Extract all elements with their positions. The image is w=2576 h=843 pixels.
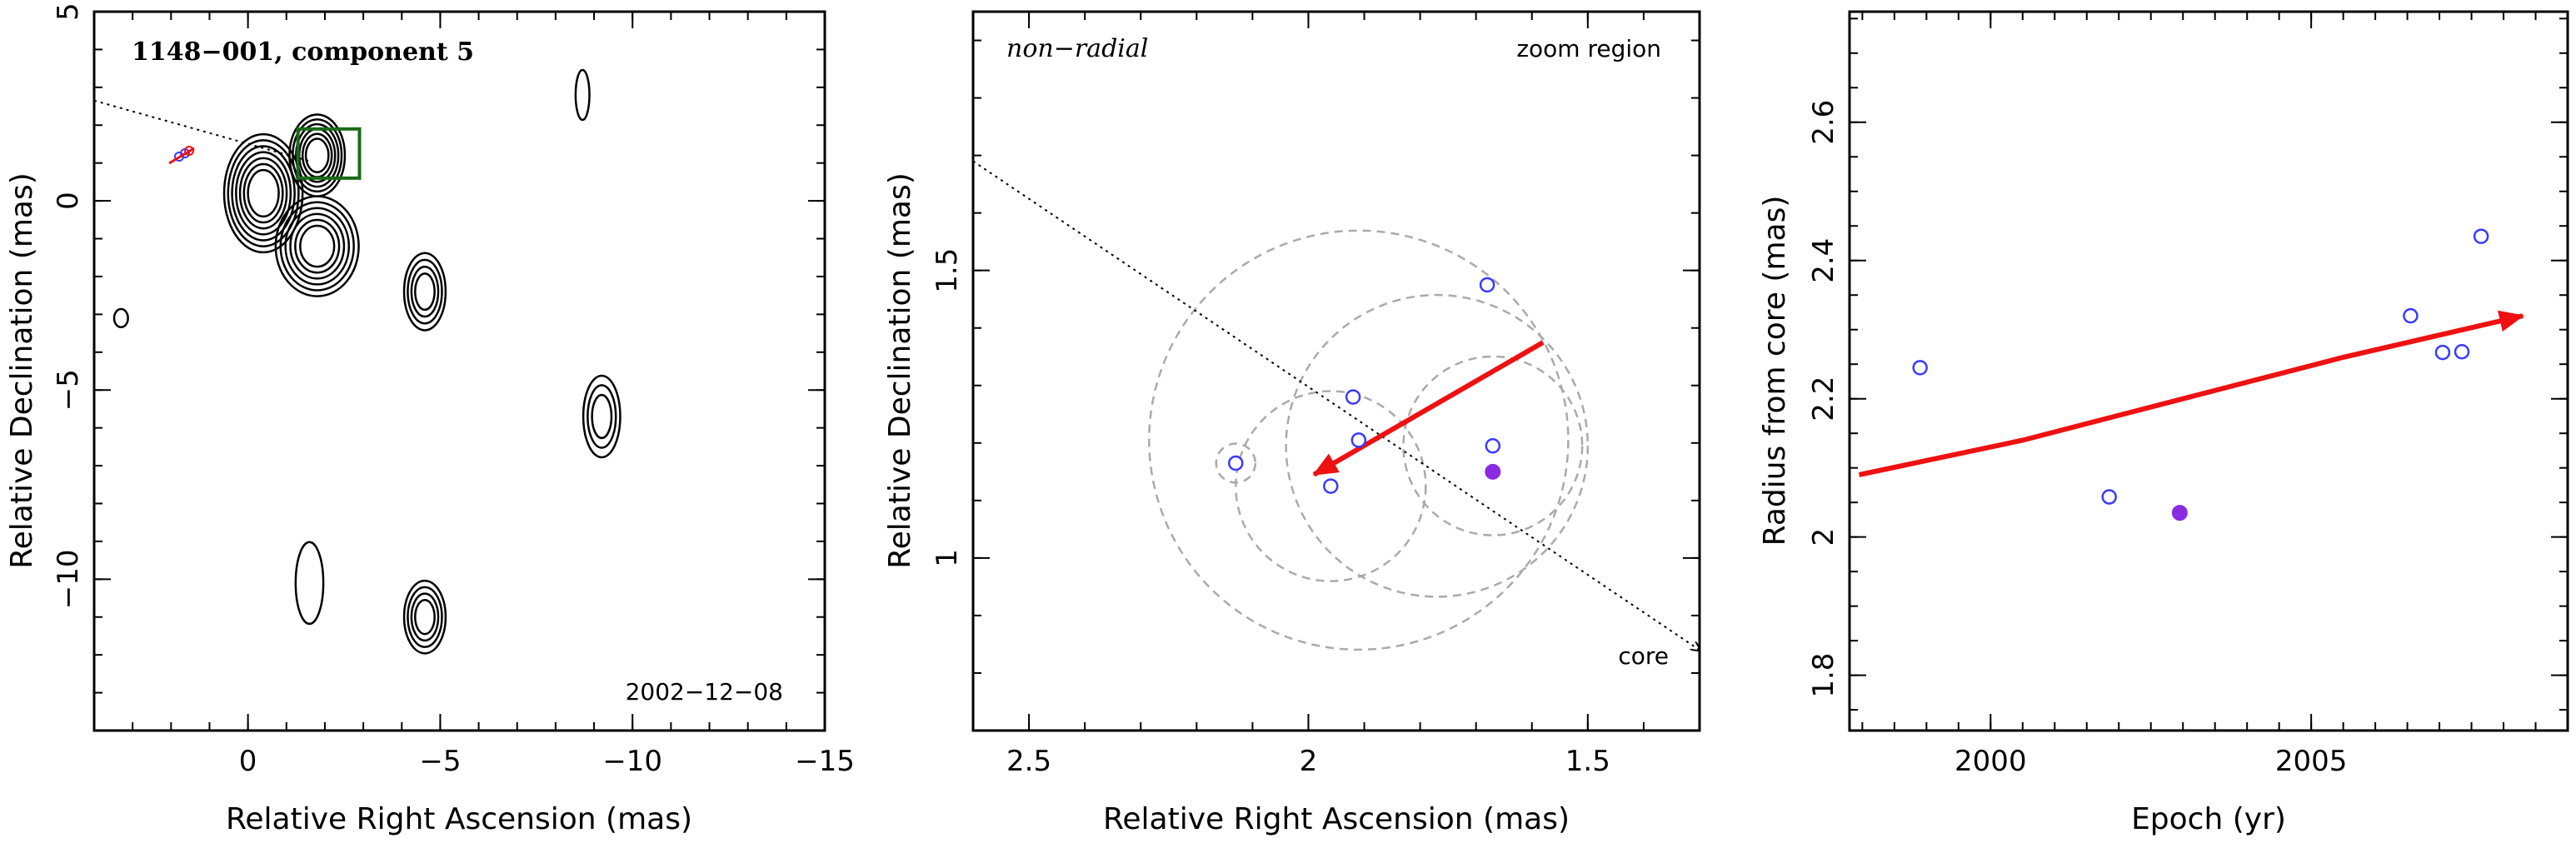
axes: 2.5 2 1.5 1 1.5 bbox=[931, 12, 1700, 778]
panel-title: non−radial bbox=[1006, 34, 1148, 63]
open-point bbox=[2473, 228, 2489, 244]
axes: 0 −5 −10 −15 5 0 −5 −10 bbox=[52, 2, 855, 778]
y-tick-label: 1.8 bbox=[1807, 653, 1840, 698]
panel-radius-vs-epoch: 2000 2005 1.8 2 2.2 2.4 2.6 Epoch (yr) Radius … bbox=[1758, 10, 2569, 836]
contour-level bbox=[279, 201, 355, 292]
x-tick-label: −5 bbox=[419, 745, 461, 778]
contour-level bbox=[304, 137, 330, 173]
plot-frame bbox=[971, 10, 1701, 732]
plot-frame bbox=[1848, 10, 2569, 732]
x-tick-label: 0 bbox=[239, 745, 257, 778]
y-tick-label: −5 bbox=[52, 369, 85, 411]
error-circle bbox=[1235, 390, 1427, 582]
zoom-box bbox=[296, 127, 362, 180]
motion-arrow bbox=[1858, 310, 2525, 477]
x-tick-label: −15 bbox=[795, 745, 855, 778]
contour-level bbox=[402, 579, 447, 655]
contour-level bbox=[222, 132, 304, 254]
open-point bbox=[1228, 455, 1244, 471]
y-tick-label: 1.5 bbox=[931, 248, 964, 293]
contour-level bbox=[407, 258, 443, 325]
contour-level bbox=[294, 541, 325, 626]
contour-level bbox=[301, 132, 333, 178]
open-point bbox=[1912, 360, 1928, 376]
plot-frame bbox=[92, 10, 826, 732]
y-tick-label: 2.6 bbox=[1807, 100, 1840, 145]
open-point bbox=[2454, 344, 2470, 360]
y-tick-label: 5 bbox=[52, 2, 85, 21]
data-points bbox=[1228, 277, 1501, 494]
open-point bbox=[2434, 344, 2451, 361]
contour-level bbox=[235, 151, 292, 236]
contour-level bbox=[587, 384, 617, 449]
x-tick-label: 2005 bbox=[2275, 745, 2348, 778]
contour-level bbox=[299, 224, 336, 268]
y-tick-label: 2 bbox=[1807, 528, 1840, 546]
contour-level bbox=[414, 599, 436, 636]
panel-title: 1148−001, component 5 bbox=[132, 37, 474, 67]
core-label: core bbox=[1618, 642, 1669, 670]
contour-level bbox=[242, 162, 284, 224]
contour-level bbox=[410, 265, 440, 318]
x-tick-label: 2 bbox=[1300, 745, 1318, 778]
axes: 2000 2005 1.8 2 2.2 2.4 2.6 bbox=[1807, 12, 2569, 778]
open-point bbox=[1350, 432, 1367, 448]
open-point bbox=[1485, 438, 1501, 454]
data-points bbox=[1912, 228, 2489, 521]
contour-level bbox=[274, 195, 360, 297]
contour-level bbox=[227, 139, 300, 247]
panel-zoom-region: 2.5 2 1.511.5 non−radial zoom region core … bbox=[883, 10, 1701, 836]
contour-level bbox=[238, 157, 288, 230]
y-axis-label: Relative Declination (mas) bbox=[5, 172, 39, 569]
contour-level bbox=[231, 145, 296, 242]
component-markers bbox=[168, 146, 195, 165]
contour-lines bbox=[112, 68, 622, 655]
filled-point bbox=[1485, 463, 1501, 480]
date-label: 2002−12−08 bbox=[626, 678, 783, 706]
open-point bbox=[1345, 389, 1361, 405]
x-axis-label: Epoch (yr) bbox=[2131, 802, 2286, 836]
contour-level bbox=[112, 307, 129, 329]
contour-level bbox=[591, 393, 613, 440]
x-tick-label: −10 bbox=[602, 745, 662, 778]
contour-level bbox=[402, 252, 447, 332]
error-circles bbox=[1148, 229, 1590, 651]
contour-level bbox=[582, 374, 622, 459]
y-tick-label: 1 bbox=[931, 549, 964, 567]
x-axis-label: Relative Right Ascension (mas) bbox=[226, 802, 692, 836]
y-axis-label: Radius from core (mas) bbox=[1758, 196, 1792, 546]
panel-contour-map: 0 −5 −10 −15 5 0 −5 −10 1148−001, component 5 2… bbox=[5, 2, 855, 836]
contour-level bbox=[247, 168, 280, 218]
contour-level bbox=[414, 272, 436, 312]
contour-level bbox=[298, 127, 337, 183]
open-point bbox=[1323, 478, 1339, 494]
y-tick-label: −10 bbox=[52, 549, 85, 609]
open-point bbox=[2101, 489, 2117, 505]
motion-arrow bbox=[1312, 340, 1545, 477]
open-point bbox=[1479, 277, 1495, 293]
error-circle bbox=[1285, 293, 1590, 598]
open-point bbox=[2403, 307, 2419, 324]
x-axis-label: Relative Right Ascension (mas) bbox=[1103, 802, 1570, 836]
contour-level bbox=[574, 68, 591, 122]
contour-level bbox=[407, 586, 443, 648]
contour-level bbox=[295, 122, 340, 188]
contour-level bbox=[294, 218, 341, 274]
error-circle bbox=[1148, 229, 1570, 651]
y-axis-label: Relative Declination (mas) bbox=[883, 172, 917, 569]
y-tick-label: 2.4 bbox=[1807, 238, 1840, 283]
y-tick-label: 2.2 bbox=[1807, 377, 1840, 422]
y-tick-label: 0 bbox=[52, 192, 85, 210]
x-tick-label: 2.5 bbox=[1006, 745, 1051, 778]
x-tick-label: 2000 bbox=[1954, 745, 2027, 778]
zoom-label: zoom region bbox=[1516, 35, 1661, 62]
filled-point bbox=[2171, 505, 2188, 521]
x-tick-label: 1.5 bbox=[1565, 745, 1610, 778]
contour-level bbox=[289, 212, 346, 280]
contour-level bbox=[410, 592, 440, 642]
contour-level bbox=[284, 207, 351, 286]
trajectory-line bbox=[973, 160, 1700, 651]
error-circle bbox=[1402, 355, 1584, 536]
